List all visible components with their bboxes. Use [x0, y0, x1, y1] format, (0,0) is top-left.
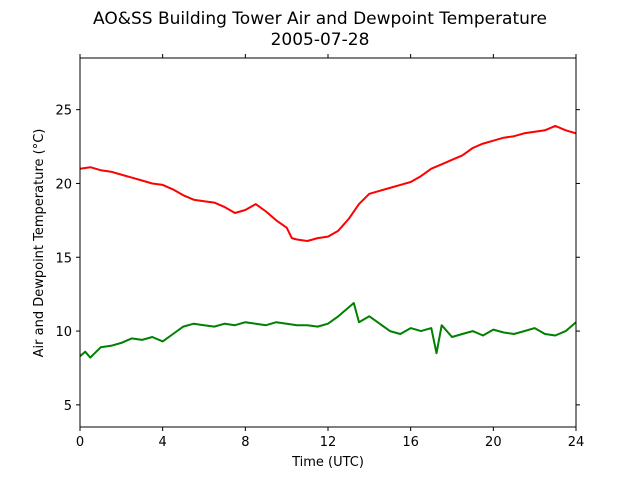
x-tick-label: 12: [320, 435, 337, 450]
series-line-1: [79, 124, 577, 242]
x-tick-label: 4: [159, 435, 167, 450]
chart-subtitle: 2005-07-28: [271, 30, 370, 50]
x-axis-label: Time (UTC): [291, 455, 364, 470]
y-axis-label: Air and Dewpoint Temperature (°C): [32, 129, 47, 358]
y-tick-label: 15: [55, 251, 72, 266]
y-tick-label: 20: [55, 177, 72, 192]
x-tick-label: 8: [241, 435, 249, 450]
y-tick-label: 10: [55, 325, 72, 340]
series-line-2: [79, 302, 577, 359]
y-tick-label: 5: [64, 399, 72, 414]
chart-title: AO&SS Building Tower Air and Dewpoint Te…: [93, 9, 547, 29]
y-tick-label: 25: [55, 104, 72, 119]
x-tick-label: 20: [485, 435, 502, 450]
axes-layer: 0 4 8 12 16 20 24 5 10 15 20 25: [55, 54, 584, 450]
plot-background: [80, 58, 576, 427]
x-tick-label: 16: [402, 435, 419, 450]
x-tick-label: 0: [76, 435, 84, 450]
series-layer: [79, 124, 577, 359]
x-tick-label: 24: [568, 435, 585, 450]
plot-area: [80, 58, 576, 427]
